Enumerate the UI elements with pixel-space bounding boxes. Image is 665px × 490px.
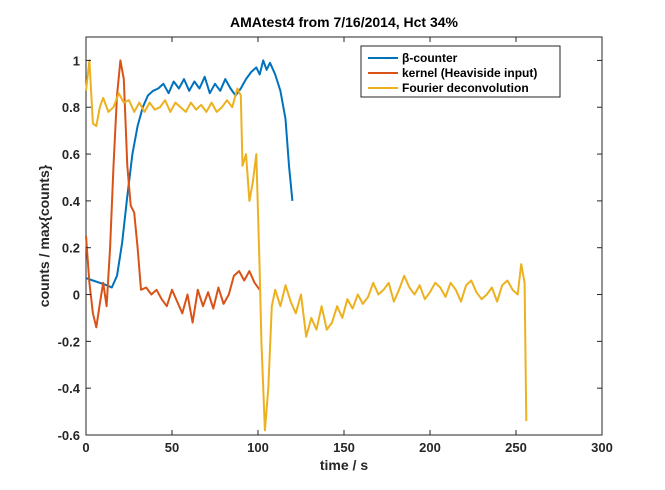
chart-title: AMAtest4 from 7/16/2014, Hct 34%	[230, 14, 459, 30]
legend-label-3: Fourier deconvolution	[402, 81, 529, 95]
y-tick-label: 0.2	[62, 241, 80, 256]
y-tick-label: -0.2	[58, 334, 80, 349]
x-tick-label: 100	[247, 440, 269, 455]
y-axis-title: counts / max{counts}	[36, 164, 52, 307]
y-tick-label: 0.4	[62, 194, 81, 209]
x-axis-title: time / s	[320, 457, 368, 473]
y-tick-label: 0	[73, 288, 80, 303]
series-line-1	[85, 59, 294, 289]
x-tick-label: 200	[419, 440, 441, 455]
x-tick-label: 150	[333, 440, 355, 455]
y-tick-label: 0.8	[62, 100, 80, 115]
plot-area	[85, 36, 603, 436]
legend-label-2: kernel (Heaviside input)	[402, 66, 537, 80]
x-tick-label: 50	[165, 440, 179, 455]
y-tick-label: 0.6	[62, 147, 80, 162]
series-line-2	[85, 59, 261, 329]
x-tick-label: 0	[82, 440, 89, 455]
y-tick-label: 1	[73, 53, 80, 68]
y-tick-label: -0.4	[58, 381, 81, 396]
x-axis-ticks: 0 50 100 150 200 250 300	[82, 37, 613, 455]
y-tick-label: -0.6	[58, 428, 80, 443]
y-axis-ticks: -0.6 -0.4 -0.2 0 0.2 0.4 0.6 0.8 1	[58, 53, 602, 443]
legend-label-1: β-counter	[402, 51, 458, 65]
series-layer	[85, 59, 528, 432]
x-tick-label: 250	[505, 440, 527, 455]
x-tick-label: 300	[591, 440, 613, 455]
series-line-3	[85, 59, 528, 432]
